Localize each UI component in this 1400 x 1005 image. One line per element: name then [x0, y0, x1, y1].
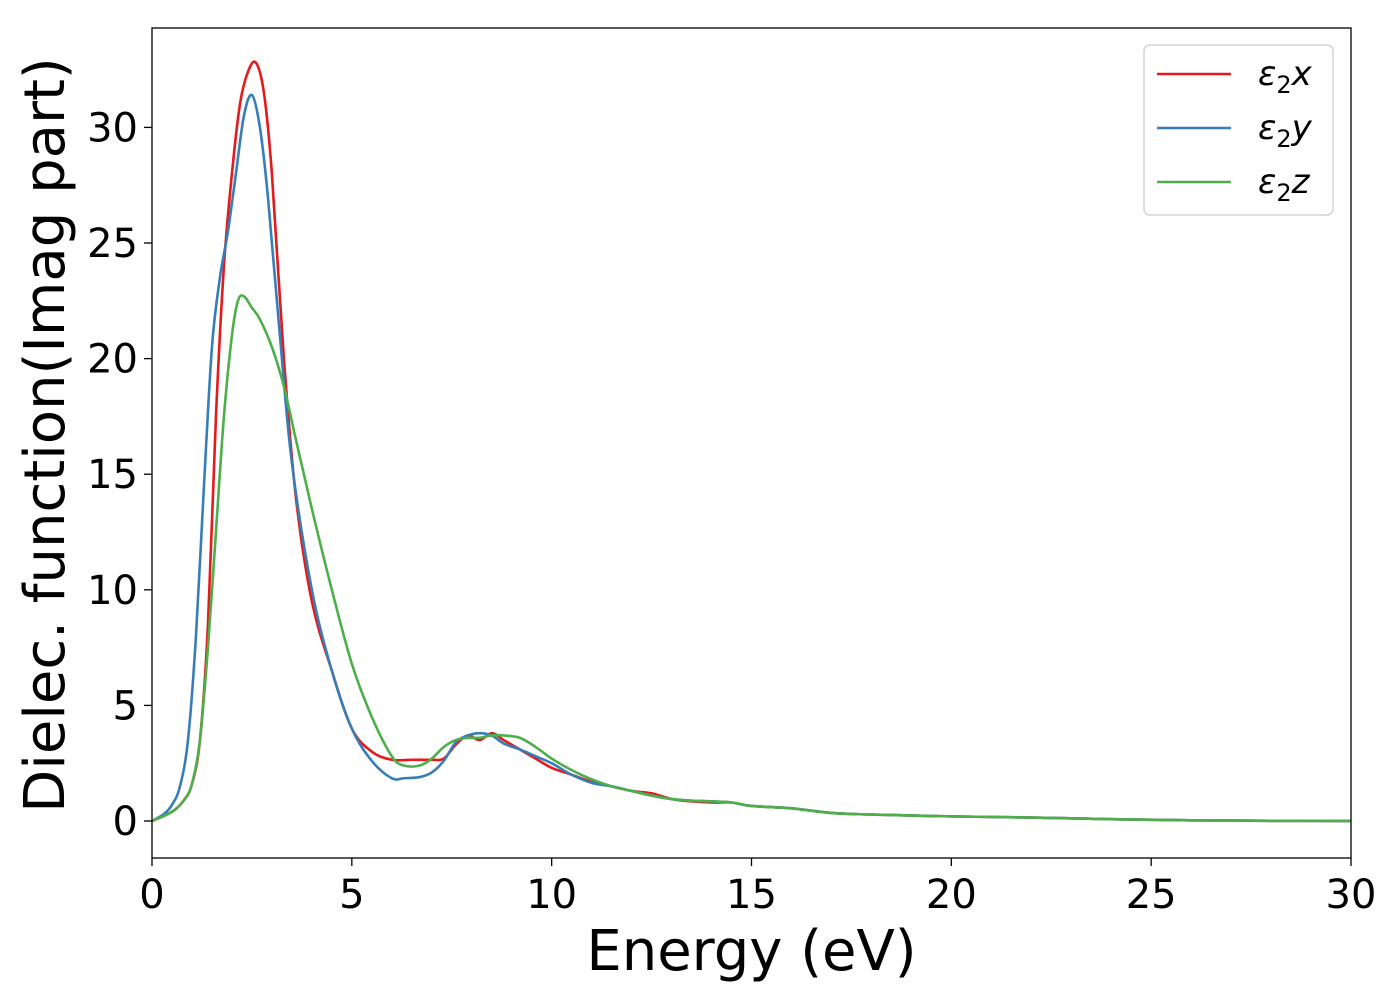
y-tick-label: 20	[87, 337, 138, 383]
x-tick-label: 5	[339, 872, 364, 918]
legend: ε2x ε2y ε2z	[1143, 44, 1334, 216]
y-tick-label: 30	[87, 105, 138, 151]
y-axis-label: Dielec. function(Imag part)	[13, 57, 78, 813]
legend-label-x: ε2x	[1258, 54, 1313, 99]
y-axis: 0 5 10 15 20 25 30	[87, 105, 152, 845]
x-tick-label: 30	[1326, 872, 1377, 918]
x-tick-label: 20	[926, 872, 977, 918]
x-tick-label: 15	[726, 872, 777, 918]
y-tick-label: 25	[87, 221, 138, 267]
x-tick-label: 10	[526, 872, 577, 918]
legend-box	[1143, 44, 1334, 216]
x-axis-label: Energy (eV)	[586, 919, 916, 984]
series-line-z	[151, 294, 1352, 823]
y-tick-label: 15	[87, 452, 138, 498]
y-tick-label: 0	[113, 799, 138, 845]
x-tick-label: 0	[139, 872, 164, 918]
y-tick-label: 5	[113, 683, 138, 729]
legend-label-y: ε2y	[1258, 108, 1313, 153]
x-tick-label: 25	[1126, 872, 1177, 918]
series-lines	[151, 60, 1352, 823]
x-axis: 0 5 10 15 20 25 30	[139, 858, 1376, 918]
y-tick-label: 10	[87, 568, 138, 614]
legend-label-z: ε2z	[1258, 162, 1311, 207]
